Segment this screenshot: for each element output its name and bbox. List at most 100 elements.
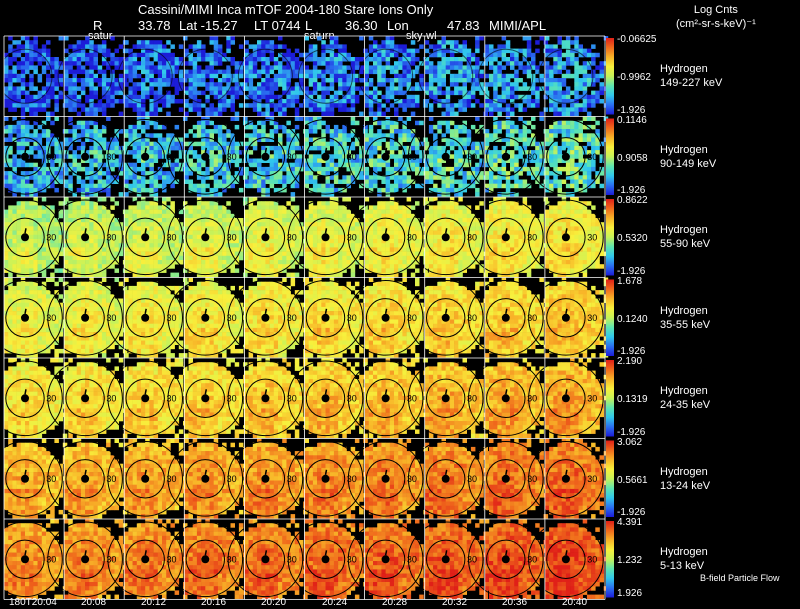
x-tick-label: 20:36 xyxy=(502,597,527,608)
band-species: Hydrogen xyxy=(660,384,710,398)
saturn-marker xyxy=(141,233,149,241)
band-label: Hydrogen 55-90 keV xyxy=(660,223,710,251)
image-panel: 30 xyxy=(228,117,308,197)
saturn-spin-axis xyxy=(506,228,507,233)
saturn-spin-axis xyxy=(25,148,26,153)
colorbar-value-mid: 1.232 xyxy=(617,555,642,566)
saturn-marker xyxy=(81,153,89,161)
saturn-marker xyxy=(201,153,209,161)
saturn-marker xyxy=(81,475,89,483)
saturn-spin-axis xyxy=(506,309,507,314)
saturn-spin-axis xyxy=(145,389,146,394)
saturn-spin-axis xyxy=(386,148,387,153)
x-tick-label: 20:20 xyxy=(261,597,286,608)
saturn-spin-axis xyxy=(265,389,266,394)
saturn-spin-axis xyxy=(446,470,447,475)
saturn-marker xyxy=(141,314,149,322)
saturn-marker xyxy=(442,153,450,161)
saturn-marker xyxy=(382,555,390,563)
image-panel: 30 xyxy=(0,197,67,277)
saturn-spin-axis xyxy=(566,470,567,475)
colorbar-value-mid: 0.9058 xyxy=(617,153,648,164)
saturn-marker xyxy=(261,555,269,563)
saturn-marker xyxy=(21,314,29,322)
colorbar-value-max: 2.190 xyxy=(617,356,642,367)
saturn-marker xyxy=(562,475,570,483)
image-panel xyxy=(0,36,67,116)
saturn-spin-axis xyxy=(25,389,26,394)
saturn-marker xyxy=(382,233,390,241)
colorbar-value-min: 1.926 xyxy=(617,588,642,599)
colorbar-value-mid: -0.9962 xyxy=(617,72,651,83)
saturn-spin-axis xyxy=(265,470,266,475)
saturn-spin-axis xyxy=(326,309,327,314)
saturn-marker xyxy=(562,555,570,563)
saturn-spin-axis xyxy=(205,228,206,233)
saturn-marker xyxy=(201,475,209,483)
x-tick-label: 20:40 xyxy=(562,597,587,608)
saturn-marker xyxy=(502,475,510,483)
saturn-marker xyxy=(261,233,269,241)
saturn-spin-axis xyxy=(85,470,86,475)
saturn-marker xyxy=(382,475,390,483)
saturn-marker xyxy=(141,555,149,563)
saturn-spin-axis xyxy=(85,389,86,394)
colorbar-value-max: -0.06625 xyxy=(617,34,656,45)
saturn-marker xyxy=(382,394,390,402)
saturn-spin-axis xyxy=(326,470,327,475)
saturn-spin-axis xyxy=(446,309,447,314)
image-panel xyxy=(118,36,187,116)
colorbar-5 xyxy=(606,441,614,518)
ring-label-30: 30 xyxy=(587,554,597,564)
saturn-spin-axis xyxy=(145,148,146,153)
saturn-spin-axis xyxy=(566,550,567,555)
colorbar-value-mid: 0.5661 xyxy=(617,475,648,486)
saturn-marker xyxy=(141,394,149,402)
image-panel xyxy=(479,36,548,116)
saturn-marker xyxy=(81,314,89,322)
saturn-marker xyxy=(201,233,209,241)
x-tick-label: 20:32 xyxy=(442,597,467,608)
image-panel: 30 xyxy=(0,439,67,519)
saturn-spin-axis xyxy=(265,550,266,555)
saturn-spin-axis xyxy=(205,470,206,475)
ring-label-30: 30 xyxy=(587,474,597,484)
band-label: Hydrogen 13-24 keV xyxy=(660,465,710,493)
image-panel: 30 xyxy=(0,519,67,599)
colorbar-value-max: 0.1146 xyxy=(617,115,647,126)
band-species: Hydrogen xyxy=(660,465,710,479)
band-energy: 55-90 keV xyxy=(660,237,710,251)
saturn-marker xyxy=(322,233,330,241)
saturn-spin-axis xyxy=(506,148,507,153)
saturn-marker xyxy=(562,233,570,241)
saturn-spin-axis xyxy=(85,148,86,153)
saturn-spin-axis xyxy=(566,309,567,314)
saturn-spin-axis xyxy=(145,550,146,555)
image-panel xyxy=(539,36,608,116)
saturn-marker xyxy=(21,153,29,161)
saturn-spin-axis xyxy=(506,389,507,394)
colorbar-value-max: 4.391 xyxy=(617,517,642,528)
saturn-spin-axis xyxy=(205,309,206,314)
saturn-spin-axis xyxy=(446,148,447,153)
image-panel xyxy=(299,36,368,116)
image-panel: 30 xyxy=(0,358,67,438)
saturn-spin-axis xyxy=(25,550,26,555)
colorbar-value-max: 3.062 xyxy=(617,437,642,448)
band-energy: 5-13 keV xyxy=(660,559,708,573)
saturn-spin-axis xyxy=(386,550,387,555)
colorbar-value-mid: 0.1319 xyxy=(617,394,648,405)
saturn-spin-axis xyxy=(265,148,266,153)
colorbar-0 xyxy=(606,38,614,115)
image-panel xyxy=(419,36,488,116)
saturn-marker xyxy=(21,555,29,563)
saturn-marker xyxy=(502,233,510,241)
band-label: Hydrogen 149-227 keV xyxy=(660,62,722,90)
saturn-marker xyxy=(81,233,89,241)
colorbar-2 xyxy=(606,199,614,276)
band-energy: 13-24 keV xyxy=(660,479,710,493)
saturn-marker xyxy=(382,153,390,161)
saturn-marker xyxy=(322,475,330,483)
saturn-spin-axis xyxy=(386,309,387,314)
saturn-marker xyxy=(81,555,89,563)
